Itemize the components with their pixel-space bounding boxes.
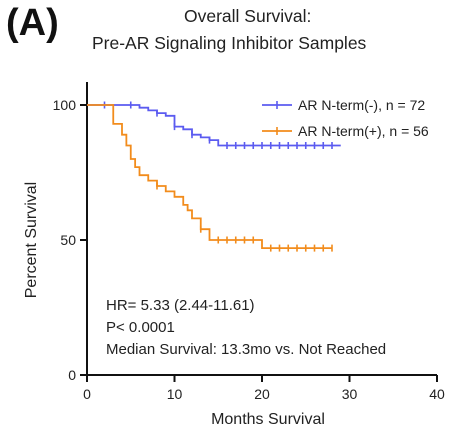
y-axis-label: Percent Survival: [23, 182, 40, 299]
km-series-1: [87, 101, 341, 149]
stats-annotation: HR= 5.33 (2.44-11.61): [106, 297, 255, 314]
panel-label: (A): [6, 2, 59, 44]
x-tick-label: 40: [429, 386, 445, 402]
y-tick-label: 50: [60, 232, 76, 248]
km-series-2: [87, 104, 333, 252]
x-axis-label: Months Survival: [211, 411, 325, 428]
legend-label: AR N-term(+), n = 56: [298, 123, 429, 139]
km-curve: [87, 104, 332, 249]
x-tick-label: 0: [83, 386, 91, 402]
chart-title-line-1: Overall Survival:: [184, 6, 312, 26]
stats-annotation: Median Survival: 13.3mo vs. Not Reached: [106, 341, 386, 358]
x-tick-label: 10: [167, 386, 183, 402]
legend-label: AR N-term(-), n = 72: [298, 97, 425, 113]
y-tick-label: 100: [53, 97, 77, 113]
x-tick-label: 20: [254, 386, 270, 402]
chart-title-line-2: Pre-AR Signaling Inhibitor Samples: [92, 33, 367, 53]
stats-annotation: P< 0.0001: [106, 319, 175, 336]
y-tick-label: 0: [68, 367, 76, 383]
x-tick-label: 30: [342, 386, 358, 402]
